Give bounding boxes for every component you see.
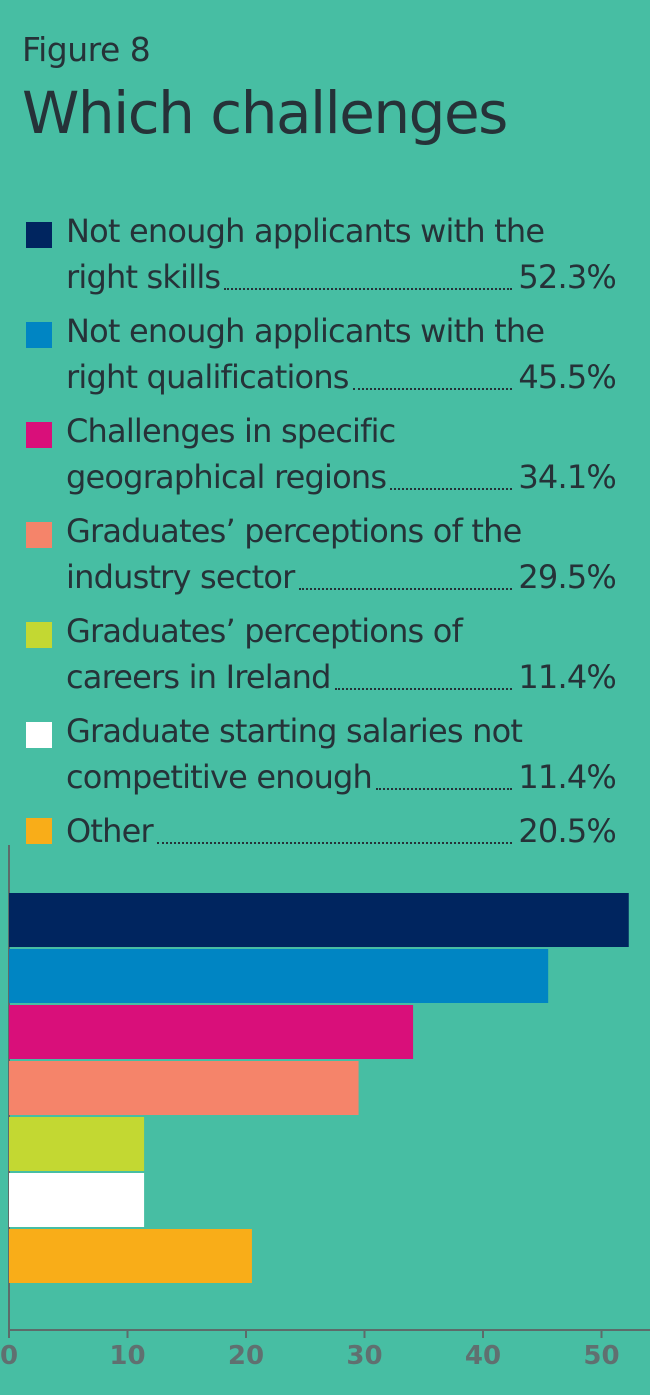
legend-value: 11.4% <box>518 658 616 696</box>
chart-title: Which challenges <box>22 79 508 147</box>
legend-item: Not enough applicants with the right qual… <box>24 308 617 400</box>
legend-label-line1: Graduate starting salaries not <box>66 712 523 750</box>
legend-value: 34.1% <box>518 458 616 496</box>
bar <box>9 1173 145 1227</box>
legend-item: Graduates’ perceptions of careers in Irel… <box>24 608 617 700</box>
bar <box>9 949 549 1003</box>
legend-item: Not enough applicants with the right skil… <box>24 208 617 300</box>
figure-number: Figure 8 <box>22 30 151 69</box>
legend-value: 52.3% <box>518 258 616 296</box>
legend-label-line1: Graduates’ perceptions of <box>66 612 463 650</box>
legend-label-line2: careers in Ireland <box>66 658 331 696</box>
legend-swatch <box>26 422 52 448</box>
legend-label-line2: Other <box>66 812 154 850</box>
legend-value: 29.5% <box>518 558 616 596</box>
legend-value: 45.5% <box>518 358 616 396</box>
x-tick-label: 30 <box>346 1341 382 1371</box>
legend-swatch <box>26 818 52 844</box>
bar-chart: 0 10 20 30 40 50 <box>0 845 650 1371</box>
legend-label-line2: right skills <box>66 258 221 296</box>
leader-dots <box>224 288 513 290</box>
x-tick-label: 0 <box>0 1341 18 1371</box>
legend-label-line2: right qualifications <box>66 358 349 396</box>
leader-dots <box>352 388 513 390</box>
x-tick-label: 40 <box>465 1341 501 1371</box>
legend-item: Graduate starting salaries not competitiv… <box>24 708 617 800</box>
legend-item: Challenges in specific geographical regio… <box>24 408 617 500</box>
legend-label-line1: Challenges in specific <box>66 412 396 450</box>
legend-value: 11.4% <box>518 758 616 796</box>
legend-label-line2: industry sector <box>66 558 295 596</box>
legend-item: Graduates’ perceptions of the industry se… <box>24 508 617 600</box>
legend-label-line1: Not enough applicants with the <box>66 312 545 350</box>
legend-item: Other 20.5% <box>24 808 617 854</box>
bar <box>9 1061 359 1115</box>
legend-value: 20.5% <box>518 812 616 850</box>
legend-label-line1: Not enough applicants with the <box>66 212 545 250</box>
x-tick-label: 50 <box>583 1341 619 1371</box>
x-tick-label: 10 <box>109 1341 145 1371</box>
legend: Not enough applicants with the right skil… <box>24 208 617 862</box>
leader-dots <box>156 842 513 844</box>
legend-swatch <box>26 622 52 648</box>
legend-label-line1: Graduates’ perceptions of the <box>66 512 522 550</box>
bar <box>9 893 629 947</box>
legend-label-line2: competitive enough <box>66 758 373 796</box>
leader-dots <box>390 488 513 490</box>
legend-swatch <box>26 522 52 548</box>
legend-swatch <box>26 722 52 748</box>
leader-dots <box>298 588 513 590</box>
legend-swatch <box>26 222 52 248</box>
legend-swatch <box>26 322 52 348</box>
legend-label-line2: geographical regions <box>66 458 387 496</box>
bar <box>9 1117 145 1171</box>
x-tick-label: 20 <box>228 1341 264 1371</box>
leader-dots <box>376 788 513 790</box>
bar <box>9 1005 414 1059</box>
bar <box>9 1229 252 1283</box>
leader-dots <box>334 688 513 690</box>
